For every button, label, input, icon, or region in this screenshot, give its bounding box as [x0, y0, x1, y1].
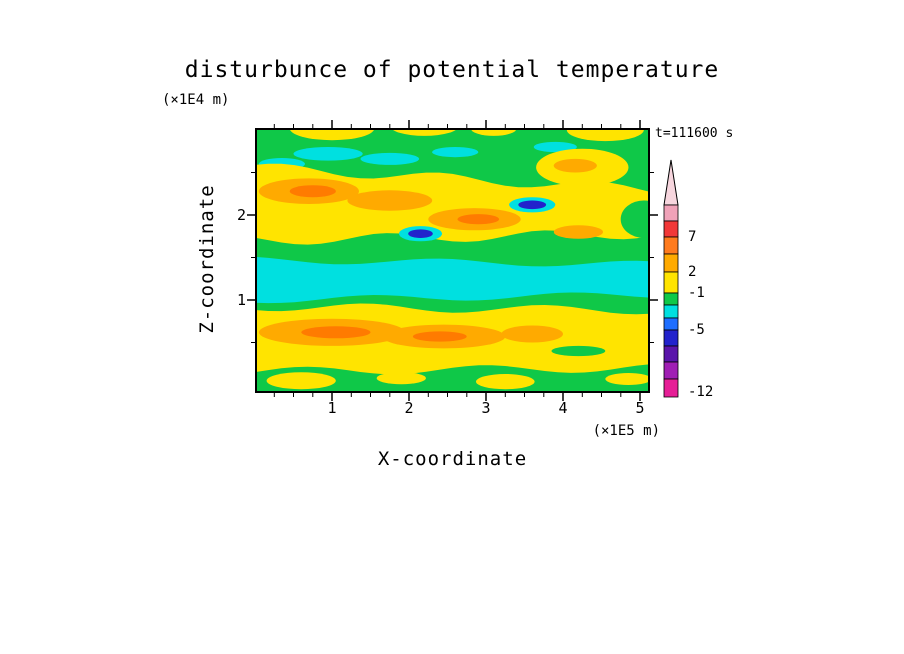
x-tick-label-2: 2: [404, 399, 414, 417]
y-axis-title: Z-coordinate: [196, 184, 218, 334]
colorbar-tick-label-7: 7: [688, 229, 697, 245]
x-tick-label-5: 5: [635, 399, 645, 417]
y-tick-label-2: 2: [236, 206, 246, 224]
x-axis-unit-label: (×1E5 m): [592, 423, 660, 439]
colorbar-tick-label-m1: -1: [688, 285, 705, 301]
contour-field: [247, 120, 658, 401]
x-axis-title: X-coordinate: [377, 448, 528, 470]
x-tick-label-3: 3: [481, 399, 491, 417]
colorbar-tick-label-2: 2: [688, 264, 697, 280]
page-title: disturbunce of potential temperature: [184, 57, 720, 83]
y-axis-unit-label: (×1E4 m): [162, 92, 230, 108]
time-label: t=111600 s: [655, 126, 734, 141]
x-tick-label-4: 4: [558, 399, 568, 417]
x-tick-label-1: 1: [327, 399, 337, 417]
colorbar: [663, 159, 679, 398]
y-tick-label-1: 1: [236, 291, 246, 309]
colorbar-tick-label-m5: -5: [688, 322, 705, 338]
colorbar-tick-label-m12: -12: [688, 384, 714, 400]
